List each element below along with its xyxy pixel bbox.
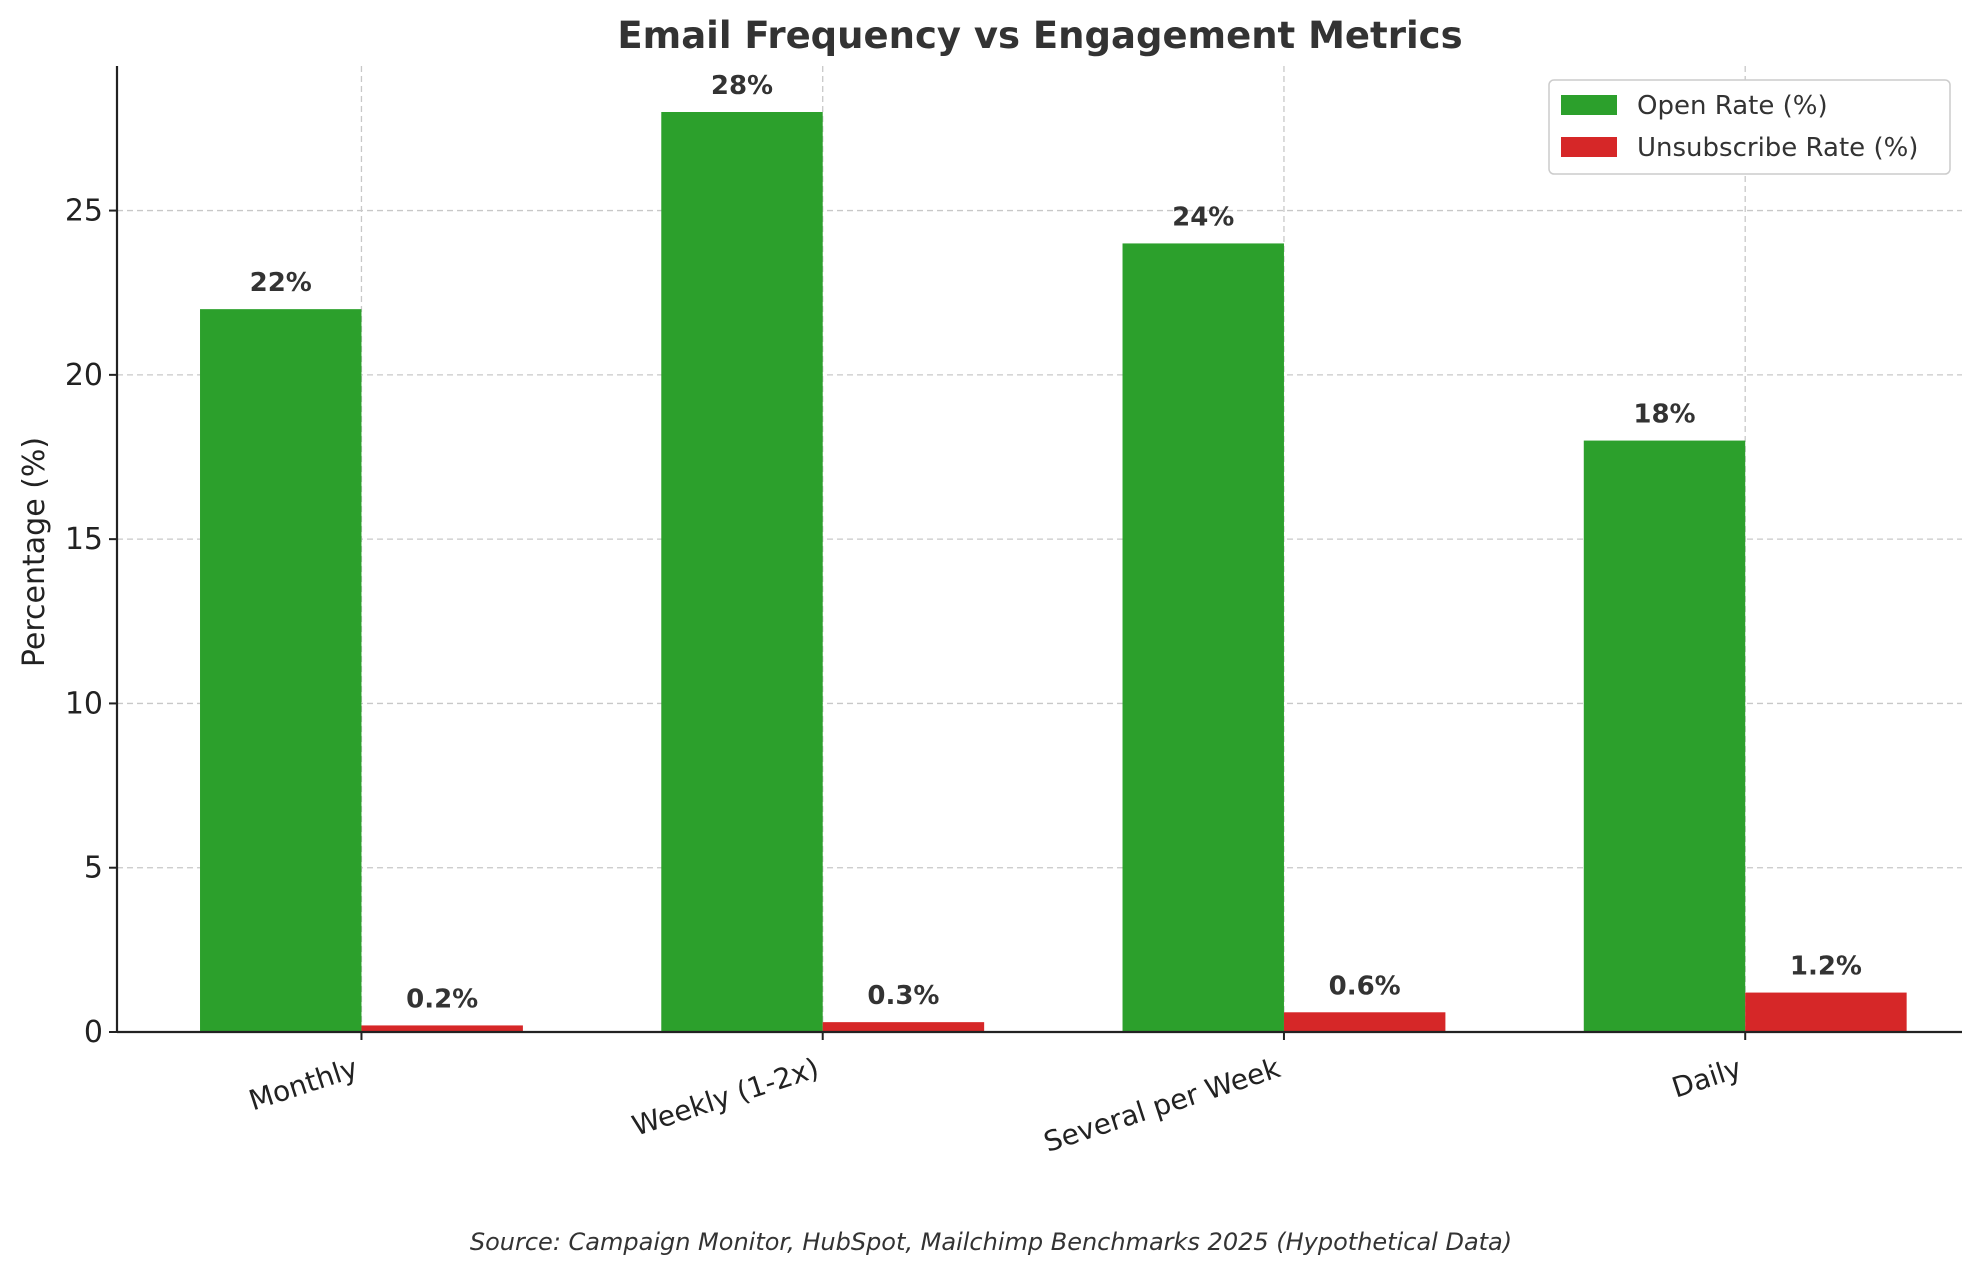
bar-unsubscribe-rate-1 — [822, 1022, 985, 1032]
legend-entry-0: Open Rate (%) — [1637, 91, 1828, 121]
data-label-open-rate-3: 18% — [1633, 400, 1695, 430]
y-tick-label-25: 25 — [65, 194, 103, 229]
data-label-unsubscribe-rate-2: 0.6% — [1329, 971, 1401, 1001]
x-tick-label-0: Monthly — [245, 1051, 362, 1117]
x-tick-label-2: Several per Week — [1040, 1051, 1285, 1159]
data-labels: 22% 28% 24% 18% 0.2% 0.3% 0.6% 1.2% — [250, 71, 1862, 1014]
y-tick-label-10: 10 — [65, 686, 103, 721]
x-tick-label-3: Daily — [1668, 1051, 1746, 1104]
data-label-unsubscribe-rate-0: 0.2% — [406, 984, 478, 1014]
bar-open-rate-1 — [661, 112, 823, 1032]
data-label-open-rate-0: 22% — [250, 268, 312, 298]
x-tick-label-1: Weekly (1-2x) — [628, 1051, 823, 1142]
y-tick-label-0: 0 — [84, 1015, 103, 1050]
bar-unsubscribe-rate-2 — [1283, 1012, 1446, 1032]
data-label-open-rate-2: 24% — [1172, 202, 1234, 232]
data-label-unsubscribe-rate-1: 0.3% — [867, 981, 939, 1011]
source-note: Source: Campaign Monitor, HubSpot, Mailc… — [470, 1228, 1512, 1256]
legend-entry-1: Unsubscribe Rate (%) — [1637, 133, 1918, 163]
y-axis-label: Percentage (%) — [17, 437, 52, 667]
bar-unsubscribe-rate-3 — [1745, 992, 1907, 1032]
bar-unsubscribe-rate-0 — [361, 1025, 523, 1032]
bar-open-rate-3 — [1583, 440, 1746, 1033]
data-label-open-rate-1: 28% — [711, 71, 773, 101]
y-tick-label-15: 15 — [65, 522, 103, 557]
data-label-unsubscribe-rate-3: 1.2% — [1790, 952, 1862, 982]
bar-open-rate-2 — [1122, 243, 1284, 1032]
chart-title: Email Frequency vs Engagement Metrics — [617, 14, 1462, 57]
y-tick-label-20: 20 — [65, 358, 103, 393]
legend-box — [1548, 79, 1951, 175]
bar-open-rate-0 — [200, 309, 362, 1033]
legend: Open Rate (%) Unsubscribe Rate (%) — [1548, 79, 1951, 175]
y-tick-label-5: 5 — [84, 851, 103, 886]
legend-swatch-1 — [1561, 137, 1617, 157]
legend-swatch-0 — [1561, 95, 1617, 115]
bars — [200, 112, 1907, 1033]
